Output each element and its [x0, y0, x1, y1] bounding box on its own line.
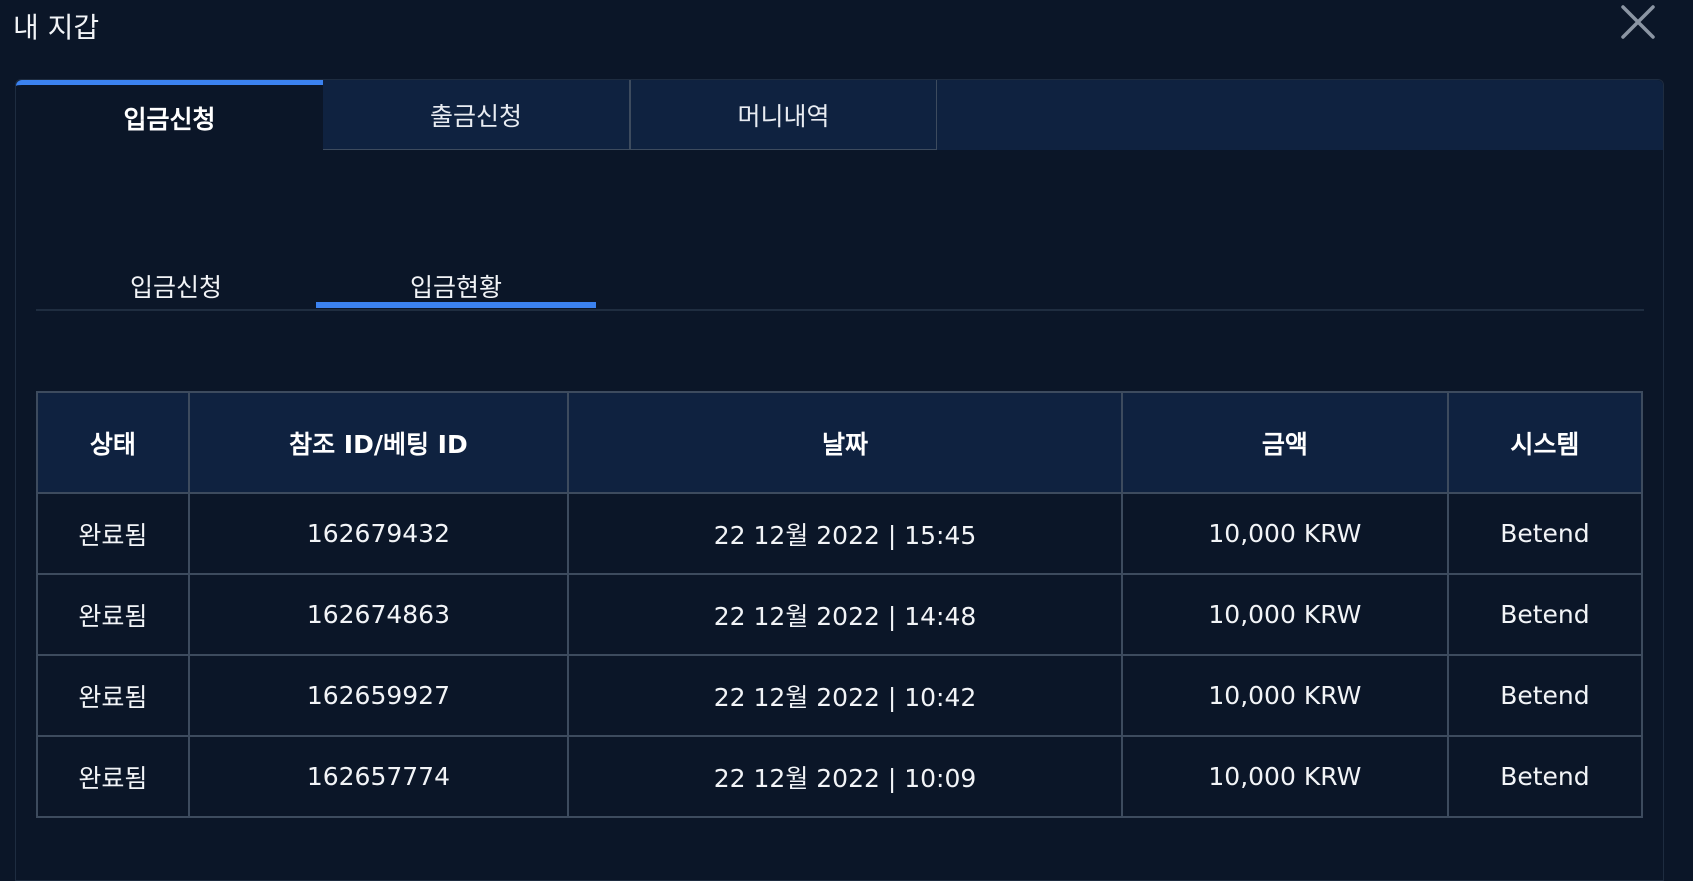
subtab-deposit-request[interactable]: 입금신청	[129, 273, 222, 302]
table-cell: 10,000 KRW	[1120, 654, 1449, 737]
sub-tabs: 입금신청 입금현황	[36, 273, 1644, 310]
column-header: 시스템	[1446, 391, 1644, 494]
table-cell: Betend	[1446, 492, 1644, 575]
table-cell: 162674863	[187, 573, 570, 656]
table-cell: 162679432	[187, 492, 570, 575]
table-cell: Betend	[1446, 573, 1644, 656]
table-cell: 22 12월 2022 | 10:09	[567, 735, 1123, 818]
close-icon	[1621, 5, 1655, 39]
deposit-status-table: 상태 참조 ID/베팅 ID 날짜 금액 시스템 완료됨 162679432 22 12월 …	[36, 391, 1644, 818]
table-cell: 162659927	[187, 654, 570, 737]
table-cell: Betend	[1446, 735, 1644, 818]
table-cell: 22 12월 2022 | 10:42	[567, 654, 1123, 737]
table-cell: 완료됨	[36, 735, 190, 818]
tab-withdraw-request[interactable]: 출금신청	[323, 80, 630, 150]
table-cell: 162657774	[187, 735, 570, 818]
column-header: 참조 ID/베팅 ID	[187, 391, 570, 494]
column-header: 금액	[1120, 391, 1449, 494]
table-row: 완료됨 162657774 22 12월 2022 | 10:09 10,000 KR…	[36, 735, 1644, 818]
table-cell: 10,000 KRW	[1120, 573, 1449, 656]
table-cell: 10,000 KRW	[1120, 735, 1449, 818]
close-button[interactable]	[1620, 4, 1656, 40]
table-cell: 22 12월 2022 | 14:48	[567, 573, 1123, 656]
main-tabs: 입금신청 출금신청 머니내역	[16, 80, 1663, 150]
subtab-deposit-status[interactable]: 입금현황	[409, 273, 502, 302]
active-subtab-indicator	[316, 302, 596, 308]
table-cell: 완료됨	[36, 492, 190, 575]
tab-deposit-request[interactable]: 입금신청	[16, 80, 323, 150]
column-header: 상태	[36, 391, 190, 494]
table-cell: 완료됨	[36, 654, 190, 737]
table-cell: Betend	[1446, 654, 1644, 737]
table-row: 완료됨 162659927 22 12월 2022 | 10:42 10,000 KR…	[36, 654, 1644, 737]
column-header: 날짜	[567, 391, 1123, 494]
table-cell: 10,000 KRW	[1120, 492, 1449, 575]
table-cell: 22 12월 2022 | 15:45	[567, 492, 1123, 575]
page-title: 내 지갑	[13, 11, 100, 44]
tab-money-history[interactable]: 머니내역	[630, 80, 937, 150]
wallet-panel: 입금신청 출금신청 머니내역 입금신청 입금현황 상태 참조 ID/베팅 ID 날짜…	[15, 79, 1664, 881]
table-cell: 완료됨	[36, 573, 190, 656]
divider	[36, 309, 1644, 311]
table-row: 완료됨 162674863 22 12월 2022 | 14:48 10,000 KR…	[36, 573, 1644, 656]
table-row: 완료됨 162679432 22 12월 2022 | 15:45 10,000 KR…	[36, 492, 1644, 575]
